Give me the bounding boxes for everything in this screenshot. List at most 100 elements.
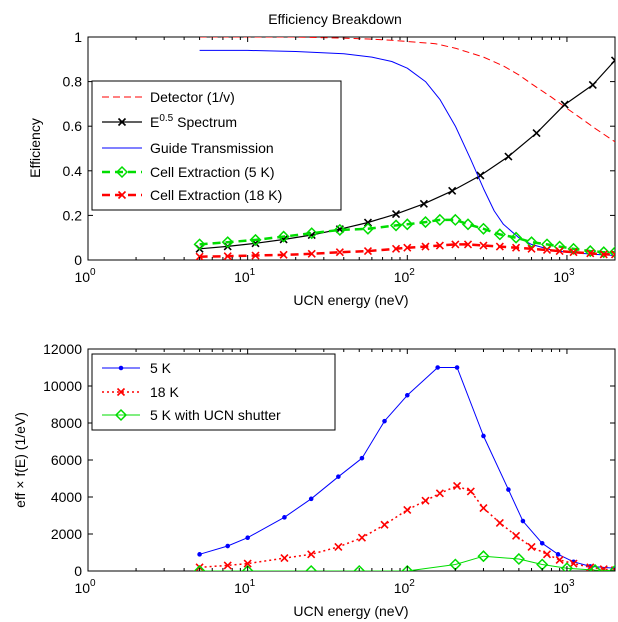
data-point-5-k-with-ucn-shutter	[560, 562, 574, 571]
data-point-cell-extraction-18-k	[335, 248, 344, 257]
data-point-cell-extraction-18-k	[451, 240, 460, 249]
legend-label-18k: 18 K	[150, 384, 179, 400]
data-point-cell-extraction-5-k	[401, 218, 414, 231]
data-point-cell-extraction-5-k	[608, 246, 615, 259]
data-point-5-k	[481, 433, 486, 439]
x-tick-label: 102	[394, 578, 416, 596]
data-point-cell-extraction-18-k	[279, 250, 288, 259]
data-point-cell-extraction-18-k	[307, 249, 316, 258]
data-point-18-k	[466, 487, 475, 496]
efficiency-chart: Efficiency Breakdown 100 101 102 10300.20.4…	[27, 11, 616, 308]
legend-item-5k-shutter: 5 K with UCN shutter	[102, 407, 281, 423]
data-point-5-k	[435, 365, 440, 370]
data-point-5-k-with-ucn-shutter	[477, 550, 490, 563]
data-point-cell-extraction-18-k	[555, 247, 564, 256]
x-tick-label-base: 10	[553, 580, 569, 596]
data-point-cell-extraction-18-k	[511, 243, 521, 252]
data-point-18-k	[223, 561, 232, 570]
data-point-cell-extraction-18-k	[251, 251, 260, 260]
legend-item-18k: 18 K	[102, 384, 179, 400]
x-tick-label-exp: 2	[409, 578, 415, 589]
series-group	[193, 37, 615, 260]
data-point-18-k	[569, 559, 578, 568]
data-point-18-k	[435, 489, 444, 498]
y-tick-label: 0.4	[63, 163, 83, 179]
y-tick-label: 2000	[51, 526, 82, 542]
data-point-cell-extraction-5-k	[493, 228, 506, 241]
data-point-5-k-with-ucn-shutter	[193, 564, 206, 571]
data-point-cell-extraction-5-k	[567, 242, 580, 255]
x-tick-label-base: 10	[74, 580, 90, 596]
data-point-e-0-5-spectrum	[476, 171, 485, 180]
data-point-cell-extraction-5-k	[333, 223, 346, 236]
x-axis-label: UCN energy (neV)	[293, 603, 408, 619]
data-point-cell-extraction-18-k	[495, 242, 504, 251]
legend-label-detector: Detector (1/v)	[150, 89, 235, 105]
chart-title: Efficiency Breakdown	[268, 11, 402, 27]
x-tick-label-base: 10	[234, 269, 250, 285]
data-point-5-k-with-ucn-shutter	[305, 564, 318, 571]
legend-label-e05-exp: 0.5	[159, 113, 173, 124]
data-point-cell-extraction-18-k	[479, 241, 488, 250]
y-tick-label: 10000	[43, 378, 82, 394]
legend-marker-5-k	[118, 365, 124, 371]
data-point-5-k	[197, 552, 202, 557]
legend-eff-spectrum: 5 K 18 K 5 K with UCN shutter	[91, 353, 336, 431]
data-point-18-k	[421, 496, 430, 505]
data-point-5-k	[245, 535, 250, 540]
data-point-cell-extraction-5-k	[221, 236, 234, 249]
y-tick-label: 4000	[51, 489, 82, 505]
legend-label-5k-shutter: 5 K with UCN shutter	[150, 407, 281, 423]
legend-marker-cell-extraction-5-k	[115, 165, 129, 179]
data-point-18-k	[555, 555, 564, 564]
data-point-cell-extraction-18-k	[463, 240, 473, 249]
data-point-cell-extraction-18-k	[586, 249, 595, 258]
y-tick-label: 0	[74, 252, 82, 268]
data-point-cell-extraction-18-k	[527, 244, 536, 253]
data-point-cell-extraction-5-k	[193, 238, 206, 251]
data-point-cell-extraction-18-k	[195, 252, 204, 260]
data-point-cell-extraction-5-k	[449, 213, 462, 226]
data-point-18-k	[479, 504, 488, 513]
data-point-cell-extraction-5-k	[249, 233, 262, 246]
data-point-cell-extraction-5-k	[389, 219, 403, 232]
legend-marker-5k	[118, 365, 124, 371]
data-point-18-k	[403, 505, 412, 515]
data-point-18-k	[495, 518, 504, 527]
y-tick-label: 6000	[51, 452, 82, 468]
data-point-5-k-with-ucn-shutter	[353, 564, 366, 571]
data-point-cell-extraction-5-k	[361, 222, 375, 235]
legend-item-5k: 5 K	[102, 360, 172, 376]
x-tick-label-base: 10	[74, 269, 90, 285]
data-point-5-k-with-ucn-shutter	[608, 564, 615, 571]
data-point-cell-extraction-5-k	[477, 222, 490, 235]
x-tick-label-base: 10	[394, 580, 410, 596]
data-point-5-k-with-ucn-shutter	[241, 564, 254, 571]
data-point-e-0-5-spectrum	[560, 100, 569, 109]
legend-efficiency: Detector (1/v) E0.5 Spectrum Guide Trans…	[91, 80, 342, 211]
data-point-18-k	[334, 542, 343, 552]
x-tick-label-base: 10	[234, 580, 250, 596]
legend-label-guide-transmission: Guide Transmission	[150, 140, 274, 156]
data-point-18-k	[380, 520, 389, 529]
y-axis-label: eff × f(E) (1/eV)	[12, 412, 28, 508]
data-point-18-k	[195, 563, 204, 571]
legend-marker-5k-shutter	[114, 408, 128, 422]
x-tick-label-base: 10	[553, 269, 569, 285]
data-point-5-k-with-ucn-shutter	[401, 564, 414, 571]
eff-times-spectrum-chart: 100 101 102 103020004000600080001000012000 …	[12, 341, 616, 619]
data-point-e-0-5-spectrum	[610, 56, 615, 65]
x-tick-label-exp: 1	[250, 267, 256, 278]
data-point-18-k	[280, 553, 289, 563]
x-tick-label-exp: 3	[569, 267, 575, 278]
data-point-18-k	[511, 531, 521, 540]
y-tick-label: 12000	[43, 341, 82, 357]
data-point-e-0-5-spectrum	[588, 80, 597, 90]
data-point-5-k-with-ucn-shutter	[588, 564, 602, 571]
legend-label-5k: 5 K	[150, 360, 172, 376]
x-tick-label: 103	[553, 578, 575, 596]
data-point-18-k	[527, 542, 536, 552]
x-tick-label-exp: 0	[90, 267, 96, 278]
data-point-cell-extraction-18-k	[223, 252, 232, 260]
